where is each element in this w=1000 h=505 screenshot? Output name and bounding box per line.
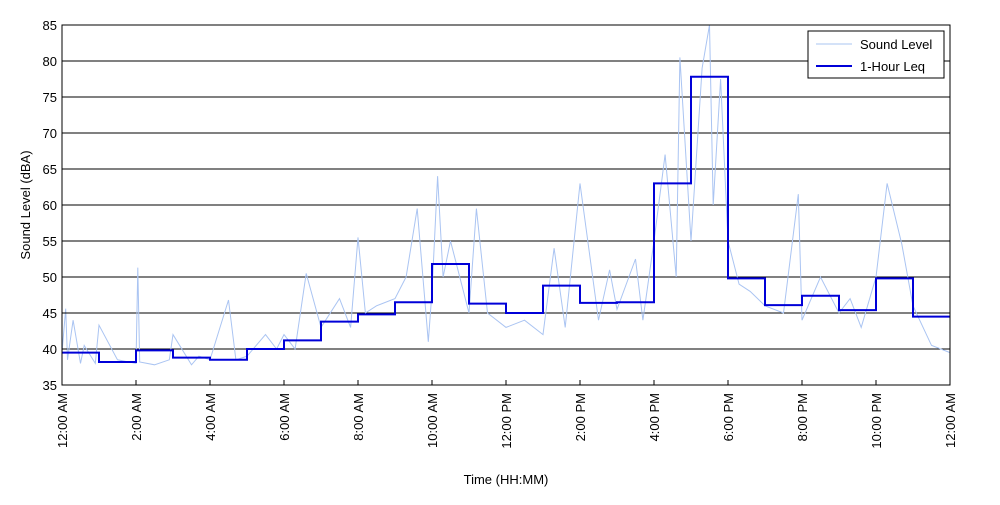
y-tick-label: 60 xyxy=(43,198,57,213)
x-tick-label: 2:00 PM xyxy=(573,393,588,441)
x-tick-label: 6:00 AM xyxy=(277,393,292,441)
y-tick-label: 80 xyxy=(43,54,57,69)
x-tick-label: 8:00 AM xyxy=(351,393,366,441)
y-tick-label: 35 xyxy=(43,378,57,393)
y-tick-label: 75 xyxy=(43,90,57,105)
x-tick-label: 10:00 PM xyxy=(869,393,884,449)
y-tick-label: 40 xyxy=(43,342,57,357)
series-line-1-hour-leq xyxy=(62,75,950,363)
x-tick-label: 10:00 AM xyxy=(425,393,440,448)
y-tick-label: 50 xyxy=(43,270,57,285)
x-axis-ticks: 12:00 AM 2:00 AM 4:00 AM 6:00 AM 8:00 AM 10:0… xyxy=(55,380,958,449)
legend-box xyxy=(807,30,945,79)
x-tick-label: 4:00 AM xyxy=(203,393,218,441)
x-tick-label: 2:00 AM xyxy=(129,393,144,441)
legend: Sound Level 1-Hour Leq xyxy=(807,30,945,79)
legend-label-leq: 1-Hour Leq xyxy=(860,59,925,74)
x-tick-label: 4:00 PM xyxy=(647,393,662,441)
series-line-sound-level xyxy=(61,24,951,366)
x-tick-label: 12:00 AM xyxy=(55,393,70,448)
y-tick-label: 65 xyxy=(43,162,57,177)
y-axis-ticks: 35 40 45 50 55 60 65 70 75 80 85 xyxy=(43,18,67,393)
y-tick-label: 45 xyxy=(43,306,57,321)
y-tick-label: 55 xyxy=(43,234,57,249)
x-axis-label: Time (HH:MM) xyxy=(464,472,549,487)
x-tick-label: 12:00 AM xyxy=(943,393,958,448)
y-tick-label: 70 xyxy=(43,126,57,141)
x-tick-label: 6:00 PM xyxy=(721,393,736,441)
y-tick-label: 85 xyxy=(43,18,57,33)
x-tick-label: 12:00 PM xyxy=(499,393,514,449)
series-layer xyxy=(61,24,951,366)
x-tick-label: 8:00 PM xyxy=(795,393,810,441)
legend-label-sound-level: Sound Level xyxy=(860,37,932,52)
y-axis-label: Sound Level (dBA) xyxy=(18,150,33,259)
